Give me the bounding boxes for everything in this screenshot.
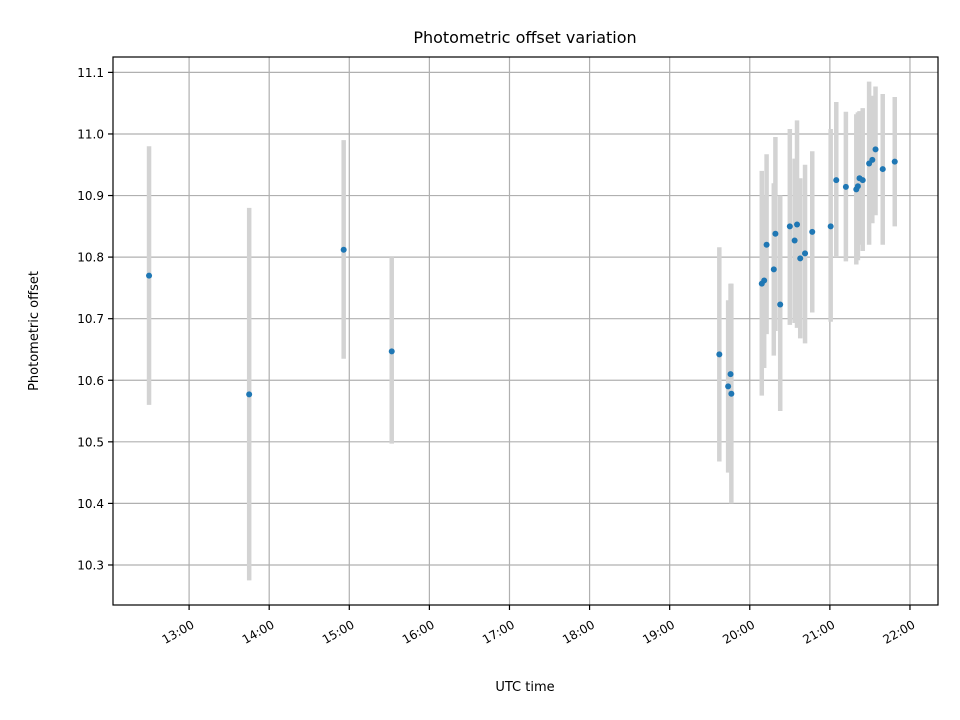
data-point [854,183,861,190]
y-axis-ticks: 10.3 10.4 10.5 10.6 10.7 10.8 10.9 11.0 11.1 [77,66,113,572]
y-tick-label: 11.1 [77,66,104,80]
data-point [802,250,809,257]
data-point [869,156,876,163]
y-tick-label: 10.4 [77,497,104,511]
y-tick-label: 10.7 [77,312,104,326]
y-tick-label: 10.9 [77,189,104,203]
data-point [786,223,793,230]
y-axis-label: Photometric offset [27,271,42,391]
data-point [833,177,840,184]
data-point [728,390,735,397]
data-point [388,348,395,355]
y-tick-label: 10.3 [77,558,104,572]
data-point [246,391,253,398]
data-point [146,272,153,279]
data-point [891,158,898,165]
data-point [770,266,777,273]
chart-title: Photometric offset variation [413,28,636,47]
data-point [794,221,801,228]
data-point [791,237,798,244]
data-point [727,371,734,378]
y-tick-label: 10.8 [77,251,104,265]
data-point [842,183,849,190]
y-tick-label: 10.5 [77,435,104,449]
data-points [146,146,898,398]
data-point [777,301,784,308]
data-point [761,277,768,284]
data-point [809,228,816,235]
y-tick-label: 11.0 [77,127,104,141]
data-point [725,383,732,390]
data-point [763,241,770,248]
data-point [827,223,834,230]
data-point [879,166,886,173]
plot-frame [112,56,939,606]
data-point [797,255,804,262]
data-point [772,230,779,237]
data-point [872,146,879,153]
y-tick-label: 10.6 [77,374,104,388]
x-axis-label: UTC time [495,680,554,695]
data-point [859,177,866,184]
data-point [716,351,723,358]
data-point [340,246,347,253]
